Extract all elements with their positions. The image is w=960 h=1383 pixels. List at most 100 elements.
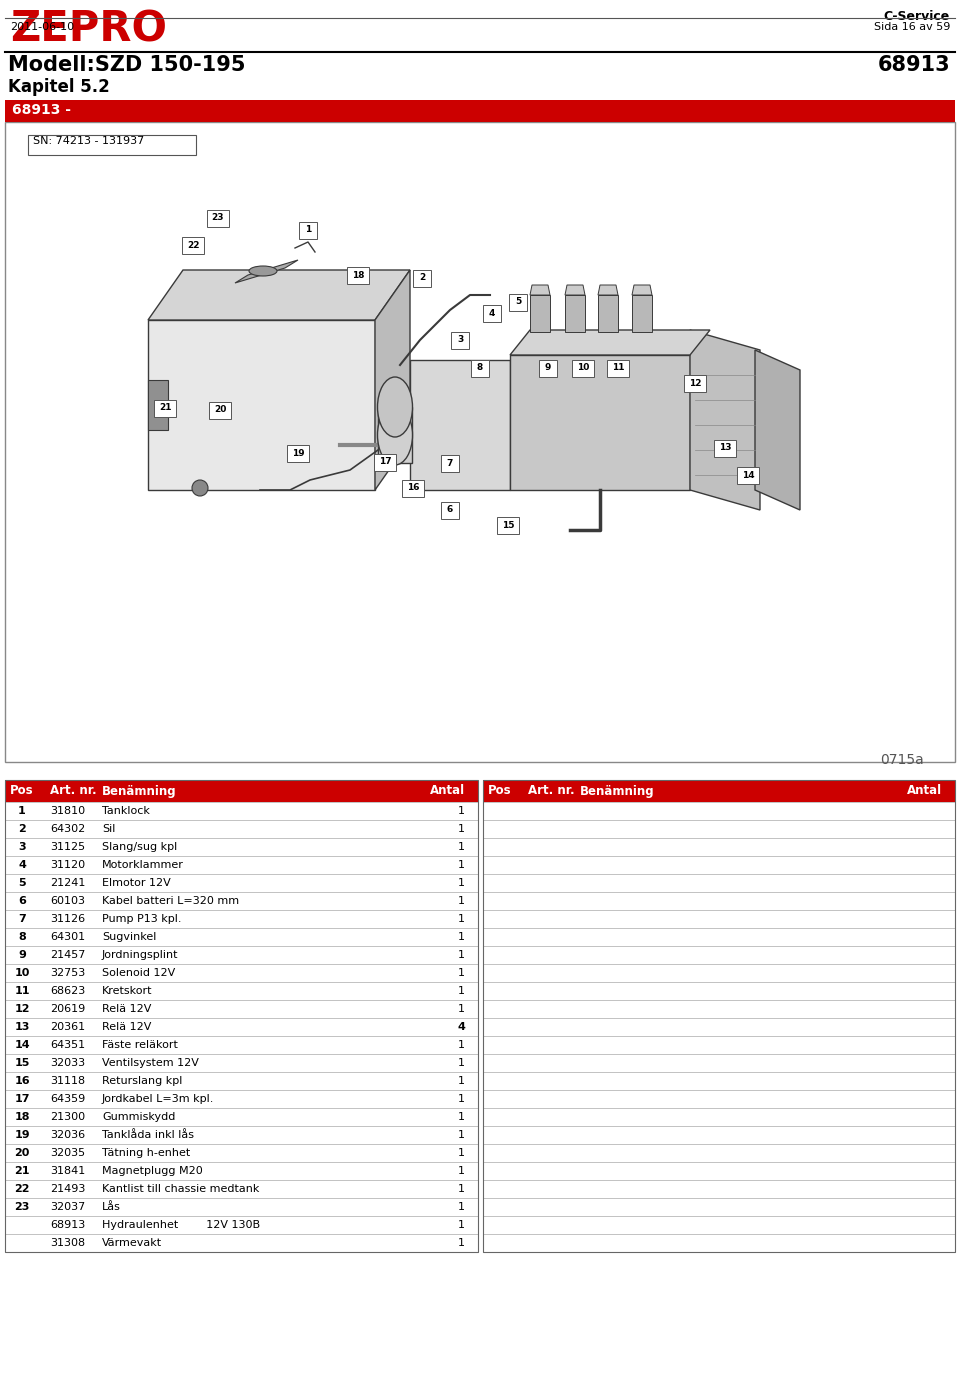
Text: Sida 16 av 59: Sida 16 av 59 (874, 22, 950, 32)
Text: 2: 2 (419, 274, 425, 282)
Text: 16: 16 (407, 484, 420, 492)
Text: 2: 2 (18, 824, 26, 834)
Text: Slang/sug kpl: Slang/sug kpl (102, 842, 178, 852)
Bar (182, 236, 204, 254)
Bar (209, 402, 231, 419)
Text: Art. nr.: Art. nr. (528, 784, 575, 798)
Text: 1: 1 (458, 914, 465, 924)
Polygon shape (510, 355, 690, 490)
Text: 19: 19 (14, 1130, 30, 1140)
Polygon shape (410, 360, 510, 490)
Text: Lås: Lås (102, 1202, 121, 1212)
Text: 17: 17 (378, 458, 392, 466)
Text: 22: 22 (187, 241, 200, 249)
Text: 1: 1 (458, 896, 465, 906)
Bar (572, 360, 594, 378)
Bar (539, 360, 557, 378)
Text: 1: 1 (458, 1148, 465, 1158)
Bar (374, 454, 396, 472)
Text: 15: 15 (14, 1058, 30, 1068)
Bar (347, 267, 369, 284)
Polygon shape (632, 295, 652, 332)
Bar (287, 445, 309, 462)
Text: 1: 1 (458, 1058, 465, 1068)
Text: 2011-06-10: 2011-06-10 (10, 22, 74, 32)
Text: Relä 12V: Relä 12V (102, 1004, 152, 1014)
Text: 32753: 32753 (50, 968, 85, 978)
Bar (402, 480, 424, 496)
Text: 31308: 31308 (50, 1238, 85, 1247)
Text: 32035: 32035 (50, 1148, 85, 1158)
Text: 3: 3 (18, 842, 26, 852)
Text: 20619: 20619 (50, 1004, 85, 1014)
Text: 7: 7 (446, 459, 453, 467)
Text: 1: 1 (458, 1112, 465, 1122)
Text: Elmotor 12V: Elmotor 12V (102, 878, 171, 888)
Text: 1: 1 (458, 806, 465, 816)
Text: Art. nr.: Art. nr. (50, 784, 97, 798)
Text: 31125: 31125 (50, 842, 85, 852)
Text: 1: 1 (305, 225, 311, 235)
Bar (483, 780, 955, 802)
Text: 31810: 31810 (50, 806, 85, 816)
Text: 64302: 64302 (50, 824, 85, 834)
Bar (413, 270, 431, 288)
Text: 31841: 31841 (50, 1166, 85, 1176)
Text: Tanklåda inkl lås: Tanklåda inkl lås (102, 1130, 194, 1140)
Text: 23: 23 (14, 1202, 30, 1212)
Text: 19: 19 (292, 448, 304, 458)
Text: Jordkabel L=3m kpl.: Jordkabel L=3m kpl. (102, 1094, 214, 1104)
Text: 1: 1 (458, 1076, 465, 1086)
Text: C-Service: C-Service (884, 10, 950, 24)
Text: Magnetplugg M20: Magnetplugg M20 (102, 1166, 203, 1176)
Polygon shape (148, 380, 168, 430)
Text: 64301: 64301 (50, 932, 85, 942)
Text: 68913 -: 68913 - (12, 102, 71, 118)
Text: 22: 22 (14, 1184, 30, 1194)
Text: 1: 1 (458, 1166, 465, 1176)
Text: 3: 3 (457, 336, 463, 344)
Text: 1: 1 (458, 950, 465, 960)
Text: 5: 5 (515, 297, 521, 307)
Bar (737, 467, 759, 484)
Text: 18: 18 (351, 271, 364, 279)
Text: 21241: 21241 (50, 878, 85, 888)
Bar (714, 440, 736, 456)
Bar (471, 360, 489, 378)
Bar (5, 780, 478, 802)
Text: 6: 6 (18, 896, 26, 906)
Text: 4: 4 (457, 1022, 465, 1032)
Text: 8: 8 (477, 364, 483, 372)
Polygon shape (148, 319, 375, 490)
Text: 12: 12 (14, 1004, 30, 1014)
Text: Tätning h-enhet: Tätning h-enhet (102, 1148, 190, 1158)
Text: 1: 1 (458, 1130, 465, 1140)
Polygon shape (510, 331, 710, 355)
Text: 11: 11 (612, 364, 624, 372)
Text: 9: 9 (545, 364, 551, 372)
Polygon shape (565, 295, 585, 332)
Bar (497, 517, 519, 534)
Text: 10: 10 (577, 364, 589, 372)
Text: 1: 1 (458, 1004, 465, 1014)
Text: Kantlist till chassie medtank: Kantlist till chassie medtank (102, 1184, 259, 1194)
Text: 18: 18 (14, 1112, 30, 1122)
Text: 1: 1 (458, 860, 465, 870)
Text: Pos: Pos (488, 784, 512, 798)
Polygon shape (148, 270, 410, 319)
Text: 21: 21 (158, 404, 171, 412)
Text: SN: 74213 - 131937: SN: 74213 - 131937 (33, 136, 144, 147)
Text: Kapitel 5.2: Kapitel 5.2 (8, 77, 109, 95)
Text: Värmevakt: Värmevakt (102, 1238, 162, 1247)
Bar (509, 295, 527, 311)
Text: 1: 1 (458, 1238, 465, 1247)
Text: Pos: Pos (10, 784, 34, 798)
Bar (154, 400, 176, 418)
Bar (684, 375, 706, 391)
Text: 13: 13 (14, 1022, 30, 1032)
Text: 8: 8 (18, 932, 26, 942)
Text: Fäste reläkort: Fäste reläkort (102, 1040, 178, 1050)
Text: Benämning: Benämning (580, 784, 655, 798)
Text: 68623: 68623 (50, 986, 85, 996)
Text: 15: 15 (502, 520, 515, 530)
